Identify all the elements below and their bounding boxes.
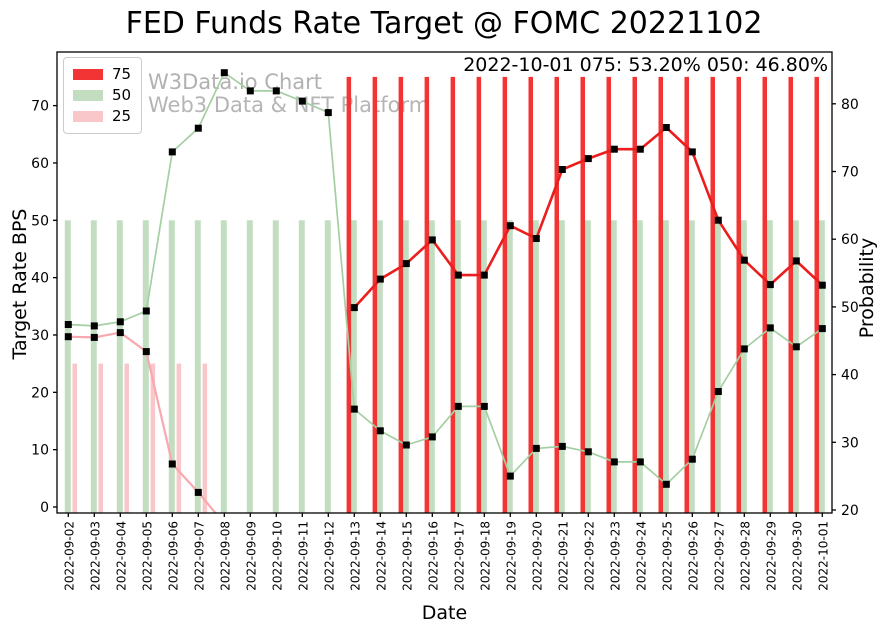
svg-text:20: 20 (31, 385, 49, 401)
svg-text:2022-09-14: 2022-09-14 (374, 521, 388, 591)
legend-label-25: 25 (112, 107, 132, 125)
svg-text:2022-09-27: 2022-09-27 (712, 521, 726, 591)
markers-25-probability (64, 329, 202, 496)
legend-item-50: 50 (73, 85, 131, 106)
legend-item-25: 25 (73, 106, 131, 127)
svg-text:2022-09-09: 2022-09-09 (244, 521, 258, 591)
svg-text:40: 40 (841, 368, 859, 384)
svg-text:2022-09-22: 2022-09-22 (582, 521, 596, 591)
svg-text:50: 50 (31, 213, 49, 229)
svg-text:2022-09-26: 2022-09-26 (686, 521, 700, 591)
svg-text:40: 40 (31, 271, 49, 287)
svg-text:2022-09-23: 2022-09-23 (608, 521, 622, 591)
legend-swatch-25 (73, 111, 103, 122)
left-axis-label: Target Rate BPS (9, 208, 31, 360)
watermark-line2: Web3 Data & NFT Platform (148, 93, 430, 117)
bars (64, 76, 825, 514)
legend-label-50: 50 (112, 86, 132, 104)
x-axis-label: Date (421, 602, 468, 624)
svg-text:80: 80 (841, 97, 859, 113)
markers-75-probability (350, 124, 826, 312)
svg-text:2022-09-29: 2022-09-29 (764, 521, 778, 591)
svg-text:2022-09-19: 2022-09-19 (504, 521, 518, 591)
legend: 75 50 25 (63, 57, 143, 134)
svg-text:60: 60 (31, 156, 49, 172)
watermark-line1: W3Data.io Chart (148, 70, 323, 94)
svg-text:10: 10 (31, 443, 49, 459)
svg-text:70: 70 (31, 99, 49, 115)
svg-text:2022-09-10: 2022-09-10 (270, 521, 284, 591)
right-axis-label: Probability (856, 237, 878, 339)
probability-lines (64, 69, 826, 513)
svg-text:2022-09-02: 2022-09-02 (62, 521, 76, 591)
svg-text:50: 50 (841, 300, 859, 316)
svg-text:2022-09-25: 2022-09-25 (660, 521, 674, 591)
svg-text:2022-10-01: 2022-10-01 (816, 521, 830, 591)
svg-text:30: 30 (31, 328, 49, 344)
markers-50-probability (64, 69, 826, 488)
svg-text:20: 20 (841, 503, 859, 519)
svg-text:2022-09-18: 2022-09-18 (478, 521, 492, 591)
svg-text:2022-09-30: 2022-09-30 (790, 521, 804, 591)
axis-ticks: 0 10 20 30 40 50 60 70 20 30 40 50 60 70 80 2022-09-02 2… (31, 97, 859, 591)
legend-label-75: 75 (112, 65, 132, 83)
legend-item-75: 75 (73, 64, 131, 85)
plot-border (56, 51, 833, 514)
svg-text:2022-09-17: 2022-09-17 (452, 521, 466, 591)
svg-text:2022-09-03: 2022-09-03 (88, 521, 102, 591)
svg-text:2022-09-08: 2022-09-08 (218, 521, 232, 591)
latest-probability-annotation: 2022-10-01 075: 53.20% 050: 46.80% (463, 54, 828, 76)
svg-text:60: 60 (841, 232, 859, 248)
svg-text:2022-09-20: 2022-09-20 (530, 521, 544, 591)
svg-text:2022-09-05: 2022-09-05 (140, 521, 154, 591)
bars-50 (64, 220, 825, 514)
svg-text:2022-09-21: 2022-09-21 (556, 521, 570, 591)
bars-25 (72, 363, 208, 513)
svg-text:2022-09-11: 2022-09-11 (296, 521, 310, 591)
svg-text:70: 70 (841, 165, 859, 181)
svg-text:0: 0 (40, 500, 49, 516)
line-50-probability (68, 71, 823, 486)
svg-text:2022-09-28: 2022-09-28 (738, 521, 752, 591)
svg-text:2022-09-13: 2022-09-13 (348, 521, 362, 591)
svg-text:2022-09-12: 2022-09-12 (322, 521, 336, 591)
bars-75 (346, 76, 819, 514)
svg-text:2022-09-24: 2022-09-24 (634, 521, 648, 591)
svg-text:2022-09-04: 2022-09-04 (114, 521, 128, 591)
svg-text:30: 30 (841, 435, 859, 451)
svg-text:2022-09-15: 2022-09-15 (400, 521, 414, 591)
chart-title: FED Funds Rate Target @ FOMC 20221102 (125, 6, 763, 41)
svg-text:2022-09-07: 2022-09-07 (192, 521, 206, 591)
legend-swatch-50 (73, 90, 103, 101)
legend-swatch-75 (73, 69, 103, 80)
svg-text:2022-09-06: 2022-09-06 (166, 521, 180, 591)
svg-text:2022-09-16: 2022-09-16 (426, 521, 440, 591)
